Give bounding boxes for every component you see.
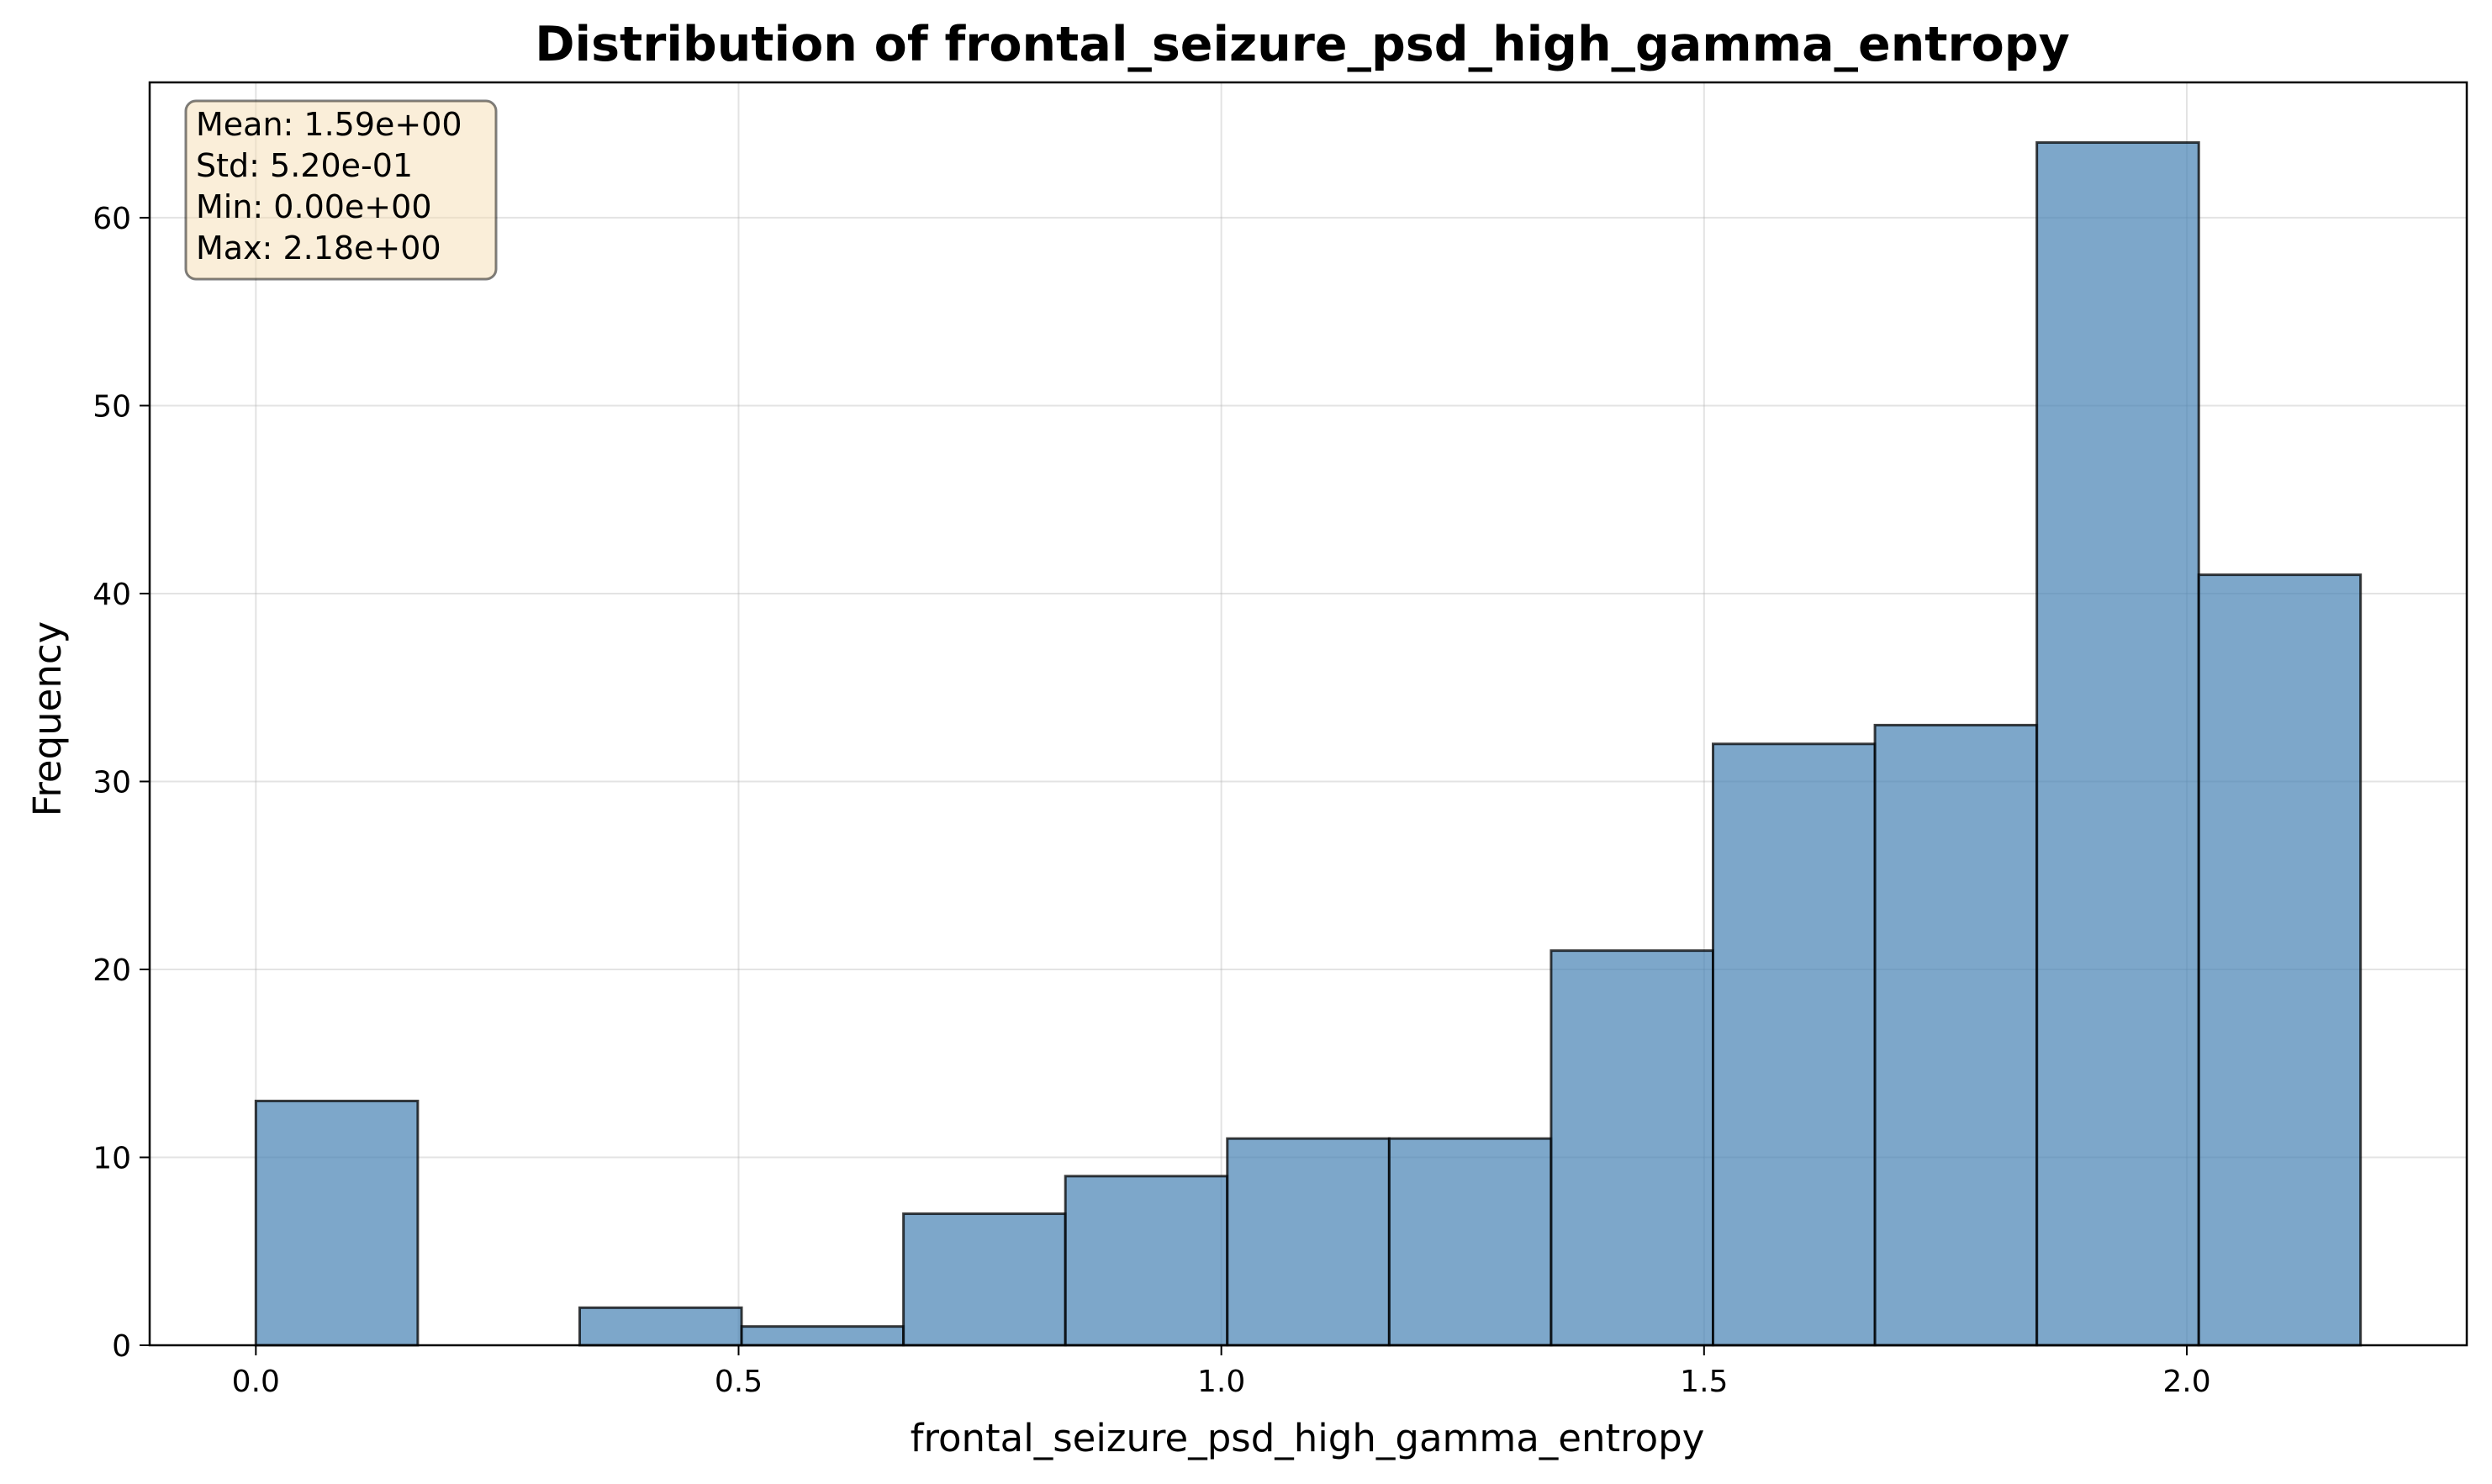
plot-area-frame: [148, 81, 2468, 1347]
axis-ticks: 0.0 0.5 1.0 1.5 2.0 0 10 20 30 40 50 60: [92, 202, 2210, 1399]
stats-max: Max: 2.18e+00: [196, 230, 441, 267]
histogram-bar: [2035, 141, 2200, 1347]
y-tick-label: 50: [92, 389, 131, 424]
stats-min: Min: 0.00e+00: [196, 188, 432, 225]
stats-std: Std: 5.20e-01: [196, 147, 413, 184]
y-tick-label: 30: [92, 765, 131, 800]
histogram-bar: [2197, 573, 2363, 1347]
histogram-bar: [1226, 1137, 1391, 1347]
x-axis-label: frontal_seizure_psd_high_gamma_entropy: [911, 1416, 1705, 1460]
x-tick-label: 0.0: [232, 1365, 280, 1399]
y-tick-label: 60: [92, 202, 131, 236]
y-tick-label: 40: [92, 578, 131, 612]
histogram-bar: [1387, 1137, 1553, 1347]
x-tick-label: 1.5: [1680, 1365, 1728, 1399]
histogram-bar: [1873, 723, 2039, 1347]
x-tick-label: 2.0: [2162, 1365, 2210, 1399]
histogram-bar: [254, 1099, 420, 1347]
histogram-bar: [740, 1325, 905, 1347]
y-tick-label: 0: [112, 1329, 131, 1364]
histogram-bars: [254, 141, 2363, 1347]
histogram-bar: [578, 1306, 743, 1347]
x-tick-label: 1.0: [1197, 1365, 1245, 1399]
chart-title: Distribution of frontal_seizure_psd_high…: [535, 17, 2070, 72]
stats-mean: Mean: 1.59e+00: [196, 106, 462, 143]
y-tick-label: 20: [92, 953, 131, 988]
histogram-bar: [1550, 949, 1714, 1347]
histogram-bar: [1064, 1175, 1229, 1347]
y-tick-label: 10: [92, 1141, 131, 1175]
stats-box: Mean: 1.59e+00 Std: 5.20e-01 Min: 0.00e+…: [184, 99, 498, 281]
histogram-bar: [1711, 742, 1877, 1347]
stats-box-background: [184, 99, 498, 281]
histogram-bar: [902, 1212, 1067, 1347]
x-tick-label: 0.5: [715, 1365, 763, 1399]
y-axis-label: Frequency: [25, 621, 70, 816]
